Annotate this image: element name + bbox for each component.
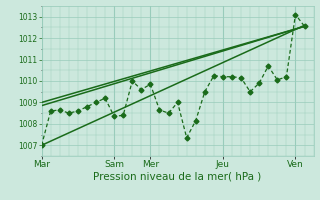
X-axis label: Pression niveau de la mer( hPa ): Pression niveau de la mer( hPa ) [93, 172, 262, 182]
